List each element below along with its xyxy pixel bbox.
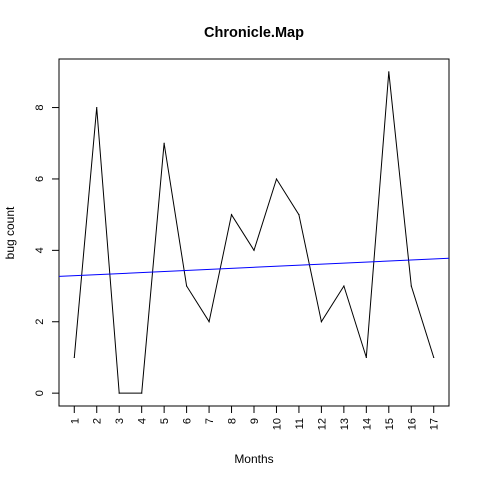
data-point xyxy=(298,214,300,216)
data-point xyxy=(230,214,233,216)
x-tick-label: 15 xyxy=(384,418,396,430)
data-point xyxy=(186,285,188,287)
trend-line xyxy=(58,257,450,277)
chart-title: Chronicle.Map xyxy=(204,25,304,41)
data-point xyxy=(388,71,390,73)
x-tick-label: 17 xyxy=(429,418,441,430)
data-point xyxy=(275,178,278,180)
x-tick-label: 3 xyxy=(114,418,126,424)
series-line xyxy=(73,71,435,394)
x-tick-label: 11 xyxy=(294,418,306,429)
data-point xyxy=(208,321,210,323)
y-tick-label: 2 xyxy=(34,319,46,325)
x-tick-label: 7 xyxy=(204,418,216,424)
y-tick-label: 8 xyxy=(34,104,46,110)
x-tick-label: 10 xyxy=(271,418,283,430)
x-tick-label: 5 xyxy=(159,418,171,424)
data-point xyxy=(253,249,255,251)
x-tick-label: 9 xyxy=(249,418,261,424)
y-tick-label: 0 xyxy=(34,390,46,396)
x-tick-label: 6 xyxy=(182,418,194,424)
plot-frame xyxy=(58,58,450,407)
data-point xyxy=(343,285,345,287)
x-tick-label: 8 xyxy=(227,418,239,424)
x-tick-label: 1 xyxy=(69,418,81,424)
data-point xyxy=(96,106,98,109)
y-tick-label: 4 xyxy=(34,247,46,253)
x-tick-label: 13 xyxy=(339,418,351,430)
x-tick-label: 14 xyxy=(361,418,373,430)
data-point xyxy=(73,356,75,359)
x-tick-label: 2 xyxy=(92,418,104,424)
x-tick-label: 12 xyxy=(316,418,328,430)
plot-marks xyxy=(58,71,450,394)
data-point xyxy=(141,392,143,394)
data-point xyxy=(365,356,367,359)
x-axis-label: Months xyxy=(234,452,273,466)
data-point xyxy=(163,142,165,144)
y-axis-label: bug count xyxy=(3,206,17,259)
data-point xyxy=(320,321,322,323)
data-point xyxy=(410,285,412,287)
data-point xyxy=(118,392,120,394)
x-tick-label: 4 xyxy=(137,418,149,424)
y-tick-label: 6 xyxy=(34,176,46,182)
data-point xyxy=(433,356,435,359)
x-tick-label: 16 xyxy=(406,418,418,430)
